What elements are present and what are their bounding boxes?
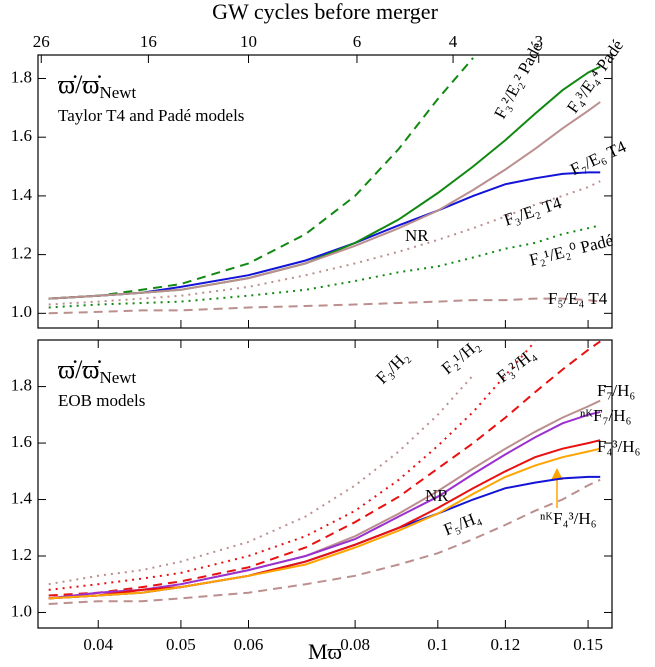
series-label: F₇/H₆ <box>597 381 635 400</box>
x2-tick-label: 26 <box>33 32 50 51</box>
x-tick-label: 0.08 <box>340 635 370 654</box>
series-line <box>48 478 601 605</box>
series-label: NR <box>405 226 429 245</box>
y-tick-label: 1.2 <box>11 244 32 263</box>
series-label: F₃/H₂ <box>372 347 413 388</box>
series-label: ⁿᴷF₄³/H₆ <box>540 509 597 528</box>
panel-subtitle: EOB models <box>58 391 145 410</box>
y-tick-label: 1.4 <box>11 488 33 507</box>
x-tick-label: 0.12 <box>491 635 521 654</box>
series-label: F₃²/E₂² Padé <box>490 39 546 122</box>
series-label: F₅/E₄ T4 <box>548 289 608 308</box>
series-line <box>48 374 474 586</box>
series-label: F₃²/H₄ <box>493 344 539 386</box>
y-tick-label: 1.4 <box>11 185 33 204</box>
series-label: ⁿᴷF₇/H₆ <box>580 406 632 425</box>
y-tick-label: 1.0 <box>11 601 32 620</box>
panel-title: ϖ̇/ϖ̇Newt <box>58 355 137 387</box>
panel-title-main: ϖ̇/ϖ̇ <box>58 70 101 99</box>
panel-title-sub: Newt <box>99 368 136 387</box>
x2-tick-label: 10 <box>240 32 257 51</box>
series-line <box>48 411 601 600</box>
x2-axis-label: GW cycles before merger <box>212 0 438 24</box>
series-label: F₄³/H₆ <box>597 437 640 456</box>
series-label: F₂¹/H₂ <box>438 336 483 378</box>
series-line <box>48 297 601 315</box>
series-line <box>48 224 601 309</box>
frame <box>37 339 613 629</box>
y-tick-label: 1.6 <box>11 432 32 451</box>
series-line <box>48 180 601 306</box>
panel-subtitle: Taylor T4 and Padé models <box>58 106 244 125</box>
series-line <box>48 399 601 600</box>
series-label: NR <box>425 486 449 505</box>
series-label: F₃/E₂ T4 <box>502 193 565 230</box>
x-tick-label: 0.1 <box>427 635 448 654</box>
series-line <box>48 57 474 300</box>
series-line <box>48 439 601 600</box>
y-tick-label: 1.0 <box>11 302 32 321</box>
frame <box>37 54 613 329</box>
panel-title-sub: Newt <box>99 83 136 102</box>
series-line <box>48 340 601 597</box>
panel-title-main: ϖ̇/ϖ̇ <box>58 355 101 384</box>
x2-tick-label: 6 <box>353 32 362 51</box>
x2-tick-label: 16 <box>140 32 157 51</box>
series-line <box>48 101 601 300</box>
x2-tick-label: 4 <box>449 32 458 51</box>
x-tick-label: 0.15 <box>573 635 603 654</box>
series-line <box>48 171 601 300</box>
y-tick-label: 1.8 <box>11 375 32 394</box>
series-label: F₄³/E₄⁴ Padé <box>563 36 627 116</box>
panel-title: ϖ̇/ϖ̇Newt <box>58 70 137 102</box>
x2-tick-label: 3 <box>534 32 543 51</box>
series-label: F₂¹/E₂⁰ Padé <box>527 231 615 270</box>
x-tick-label: 0.05 <box>166 635 196 654</box>
x-axis-label: Mϖ <box>308 639 342 664</box>
y-tick-label: 1.2 <box>11 545 32 564</box>
x-tick-label: 0.06 <box>234 635 264 654</box>
y-tick-label: 1.8 <box>11 67 32 86</box>
x-tick-label: 0.04 <box>83 635 113 654</box>
y-tick-label: 1.6 <box>11 126 32 145</box>
series-label: F₅/H₄ <box>441 507 484 539</box>
series-line <box>48 447 601 600</box>
